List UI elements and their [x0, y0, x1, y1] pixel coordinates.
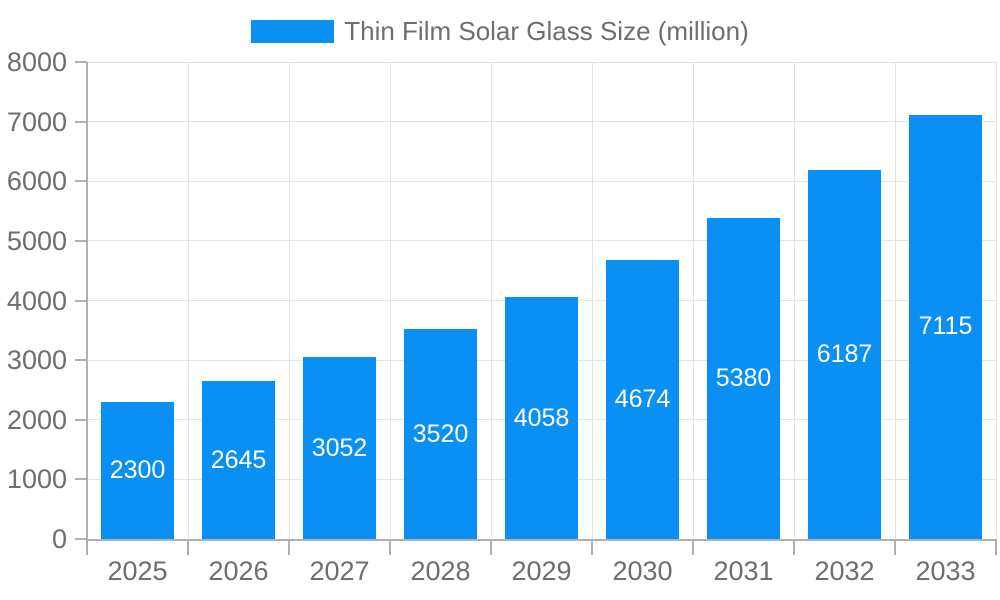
bar-value-label: 5380 [715, 364, 772, 393]
x-axis-label-2033: 2033 [915, 556, 976, 586]
bar-value-label: 2300 [109, 455, 166, 484]
bar-2028: 3520 [404, 329, 477, 539]
y-axis-label: 2000 [6, 404, 67, 435]
x-gridline [692, 62, 694, 539]
y-axis-label: 6000 [6, 166, 67, 197]
x-gridline [490, 62, 492, 539]
x-gridline [288, 62, 290, 539]
x-gridline [793, 62, 795, 539]
bar-2029: 4058 [505, 297, 578, 539]
x-gridline [894, 62, 896, 539]
x-axis-tick [490, 541, 492, 555]
x-axis-tick [692, 541, 694, 555]
x-axis-label-2025: 2025 [107, 556, 168, 586]
y-axis-label: 1000 [6, 464, 67, 495]
x-gridline [389, 62, 391, 539]
bar-2030: 4674 [606, 260, 679, 539]
bar-value-label: 3520 [412, 419, 469, 448]
bar-value-label: 4058 [513, 403, 570, 432]
plot-area: 0 1000 2000 3000 4000 5000 6000 7000 8000 2025 202… [7, 47, 997, 586]
bar-2025: 2300 [101, 401, 174, 539]
x-axis-label-2029: 2029 [511, 556, 572, 586]
x-axis-label-2032: 2032 [814, 556, 875, 586]
y-axis-tick [75, 120, 87, 123]
x-gridline [187, 62, 189, 539]
legend-item[interactable]: Thin Film Solar Glass Size (million) [251, 16, 749, 47]
y-axis-label: 5000 [6, 225, 67, 256]
x-axis-label-2031: 2031 [713, 556, 774, 586]
y-axis-tick [75, 538, 87, 540]
y-gridline [87, 61, 996, 63]
x-axis-line [86, 539, 997, 541]
x-axis-tick [995, 541, 997, 555]
bar-value-label: 3052 [311, 433, 368, 462]
bar-value-label: 6187 [816, 340, 873, 369]
x-axis-tick [591, 541, 593, 555]
bar-value-label: 4674 [614, 385, 671, 414]
x-gridline [591, 62, 593, 539]
bar-2026: 2645 [202, 381, 275, 539]
y-axis-tick [75, 61, 87, 63]
y-axis-label: 0 [51, 524, 67, 554]
y-axis-tick [75, 418, 87, 421]
x-axis-label-2030: 2030 [612, 556, 673, 586]
x-axis-tick [389, 541, 391, 555]
legend: Thin Film Solar Glass Size (million) [0, 16, 1000, 46]
legend-swatch [251, 19, 335, 43]
x-axis-tick [187, 541, 189, 555]
y-axis-tick [75, 180, 87, 183]
bar-2032: 6187 [808, 170, 881, 539]
x-axis-label-2026: 2026 [208, 556, 269, 586]
x-axis-tick [793, 541, 795, 555]
bar-value-label: 7115 [918, 312, 973, 341]
x-axis-tick [86, 541, 88, 555]
legend-label: Thin Film Solar Glass Size (million) [344, 15, 749, 46]
bar-2027: 3052 [303, 357, 376, 539]
y-axis-tick [75, 239, 87, 242]
bar-value-label: 2645 [210, 445, 267, 474]
x-axis-tick [894, 541, 896, 555]
x-gridline [995, 62, 997, 539]
y-axis-tick [75, 359, 87, 362]
y-axis-tick [75, 478, 87, 481]
y-axis-label: 7000 [6, 106, 67, 137]
y-gridline [87, 121, 996, 123]
y-axis-label: 3000 [6, 345, 67, 376]
y-axis-label: 4000 [6, 285, 67, 316]
y-gridline [87, 180, 996, 182]
bar-2031: 5380 [707, 218, 780, 539]
y-axis-label: 8000 [6, 47, 67, 77]
x-axis-label-2027: 2027 [309, 556, 370, 586]
y-axis-tick [75, 299, 87, 302]
x-axis-label-2028: 2028 [410, 556, 471, 586]
x-axis-tick [288, 541, 290, 555]
y-gridline [87, 240, 996, 242]
bar-2033: 7115 [909, 114, 982, 539]
y-axis-line [86, 62, 88, 539]
